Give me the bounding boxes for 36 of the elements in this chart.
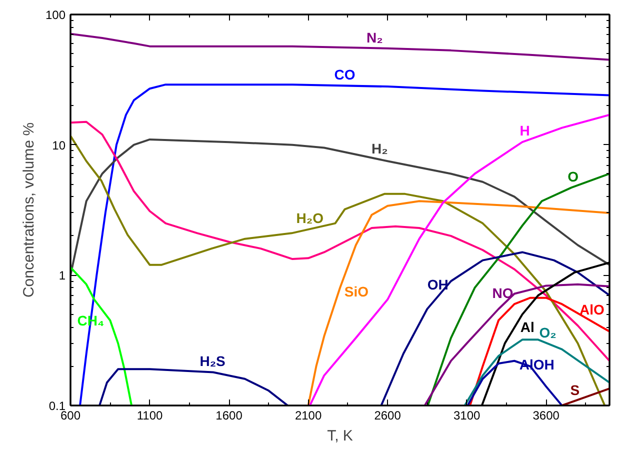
line-series <box>380 251 610 406</box>
x-tick-label: 1600 <box>216 408 243 422</box>
line-series <box>70 32 610 61</box>
annotation: NO <box>492 285 514 302</box>
x-tick-label: 1100 <box>136 408 163 422</box>
x-tick-label: 3600 <box>532 408 560 422</box>
annotation: O <box>568 168 579 185</box>
y-tick-label: 10 <box>52 138 66 152</box>
line-series <box>70 266 133 406</box>
annotation: H₂ <box>371 140 388 157</box>
line-series <box>464 338 610 406</box>
annotation: H <box>520 122 530 139</box>
line-series <box>79 84 610 406</box>
annotation: Al <box>520 319 534 336</box>
line-series <box>468 296 610 406</box>
x-tick-label: 3100 <box>453 408 480 422</box>
annotation: H₂O <box>296 210 324 226</box>
x-tick-label: 600 <box>60 408 81 422</box>
annotation: H₂S <box>200 353 226 370</box>
y-tick-label: 100 <box>45 8 66 22</box>
line-series <box>426 172 610 406</box>
line-series <box>466 360 563 406</box>
line-series <box>98 368 289 406</box>
annotation: S <box>570 382 580 398</box>
x-tick-label: 2600 <box>374 408 402 422</box>
annotation: O₂ <box>539 324 556 340</box>
annotation: CO <box>334 66 356 83</box>
annotation: SiO <box>344 283 369 300</box>
annotation: OH <box>427 276 448 292</box>
annotation: AlO <box>579 301 604 318</box>
x-tick-label: 2100 <box>294 408 322 422</box>
annotation: N₂ <box>366 29 383 46</box>
y-tick-label: 1 <box>58 268 66 283</box>
x-axis-title: T, K <box>327 428 353 444</box>
y-axis-title: Concentrations, volume % <box>20 122 38 298</box>
line-series <box>70 138 610 276</box>
